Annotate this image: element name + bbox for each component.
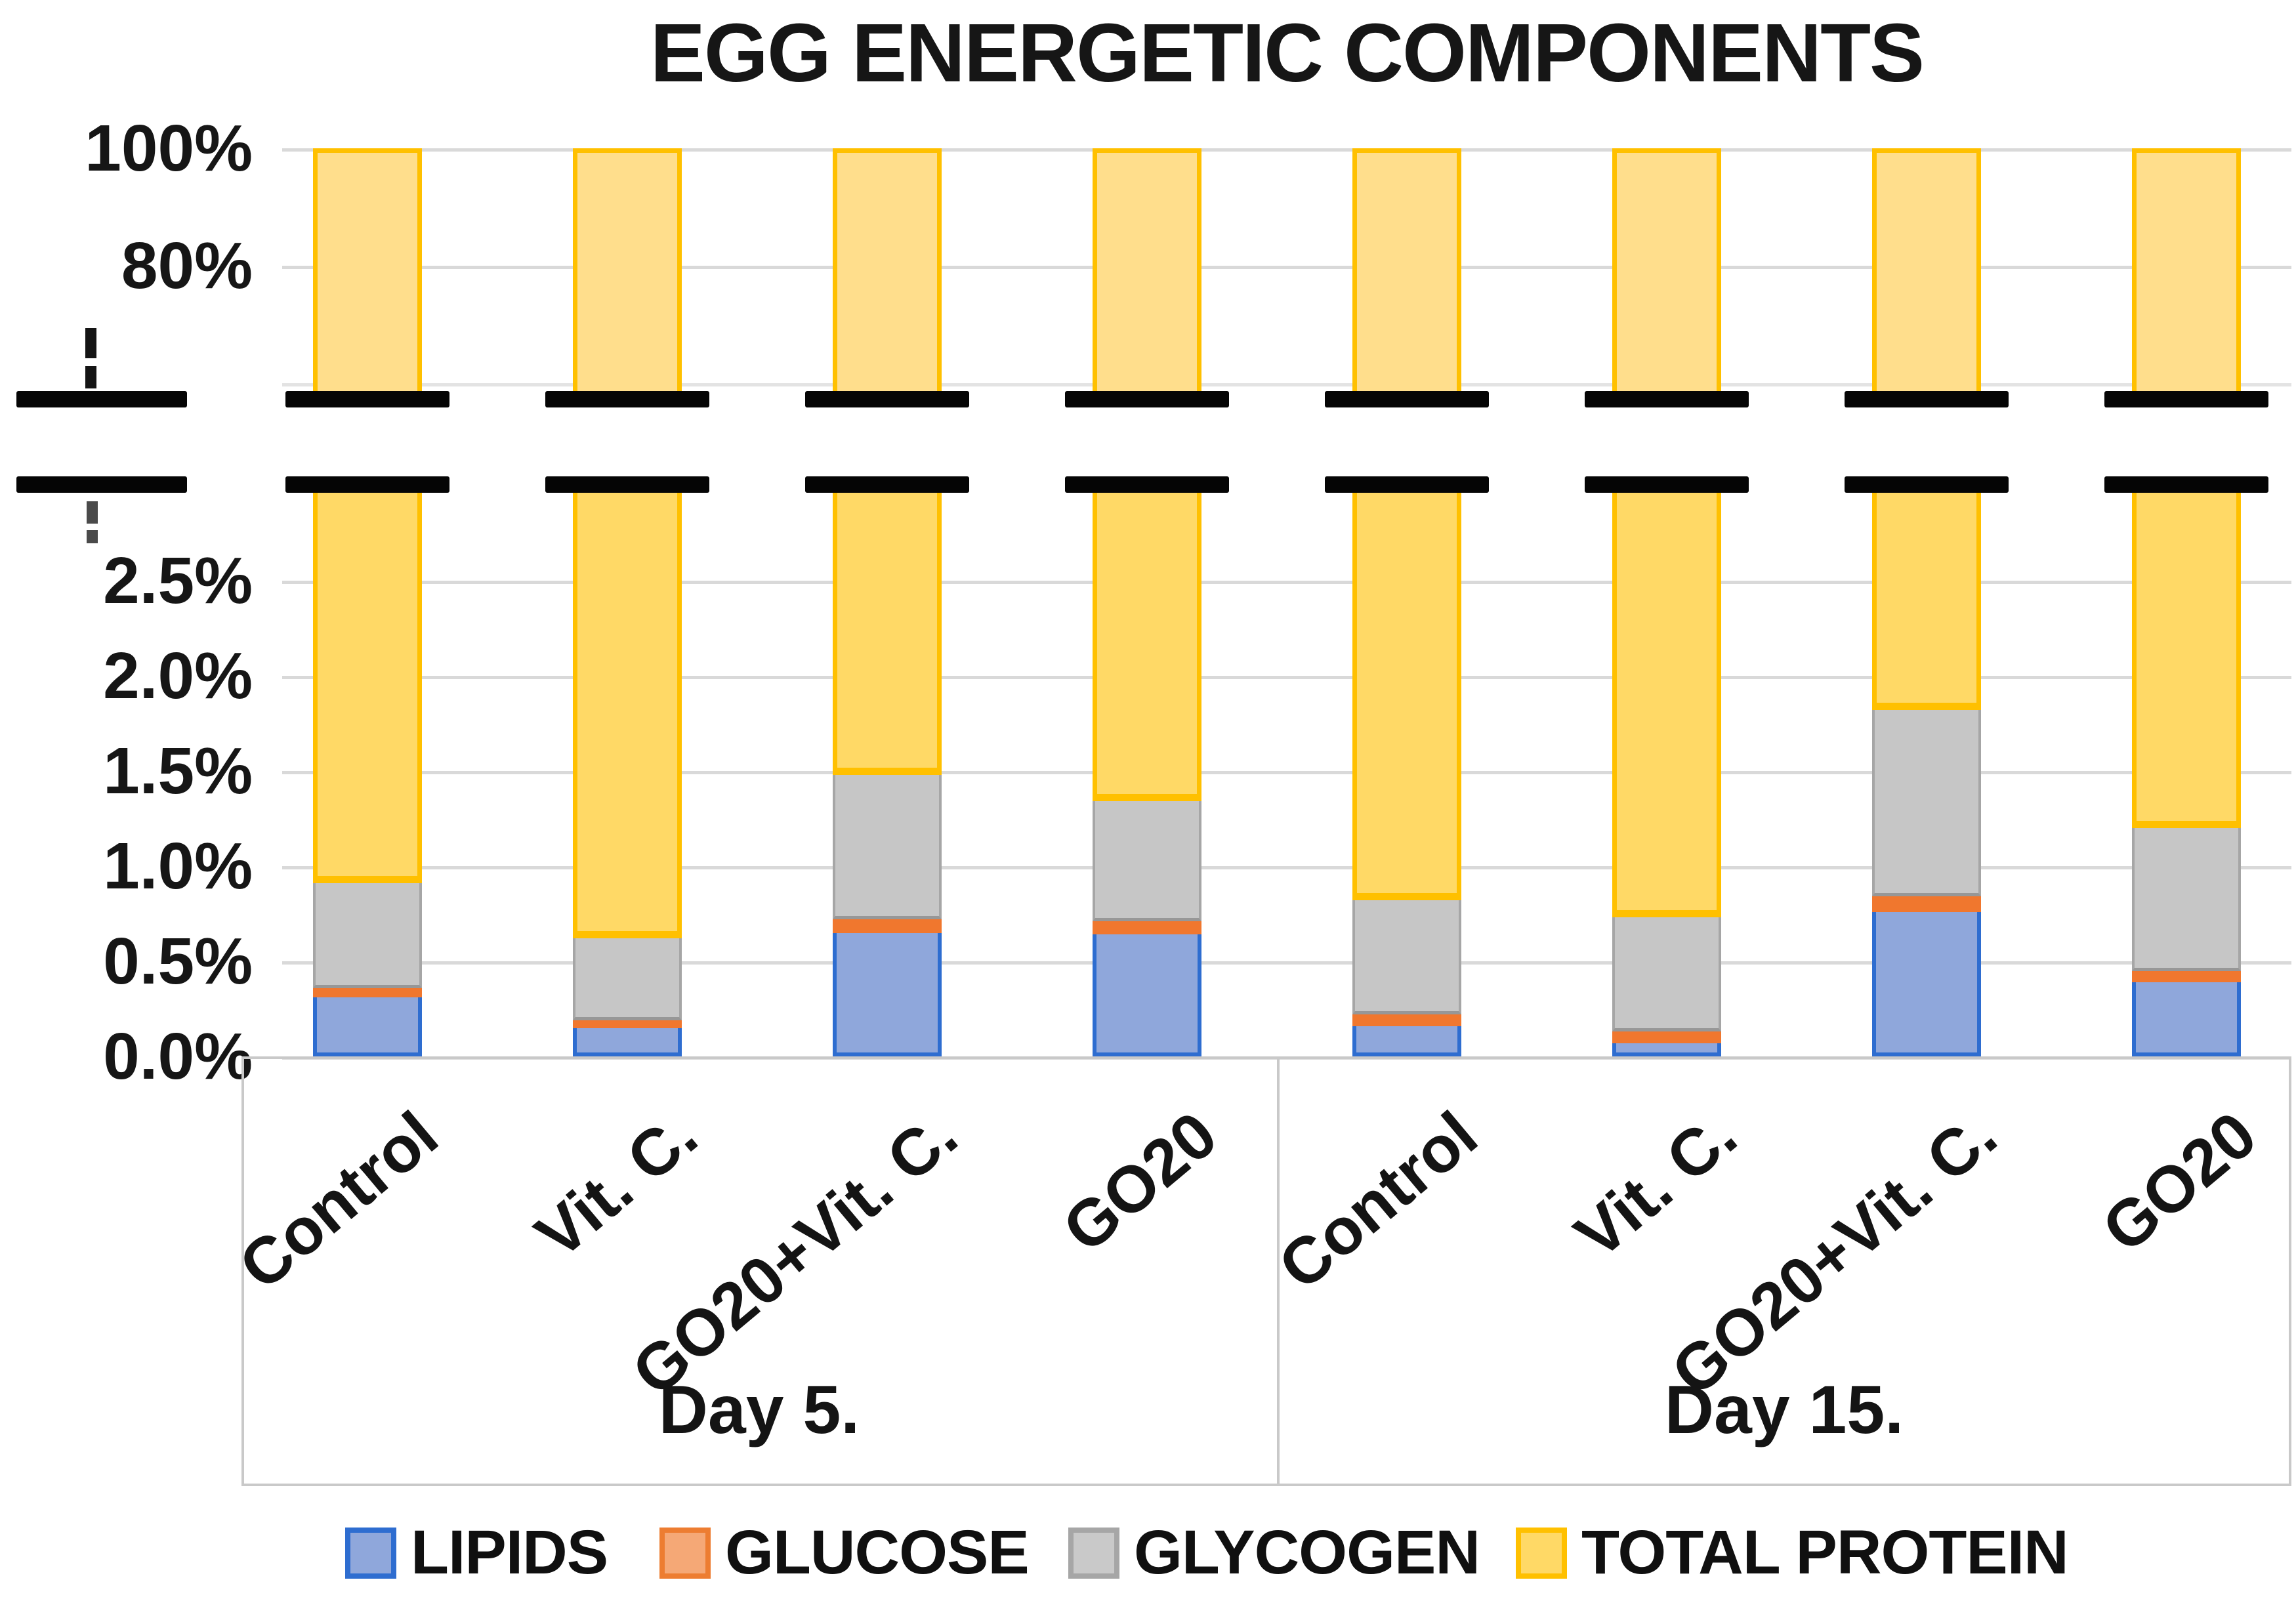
- bar-segment-total-protein: [573, 476, 682, 938]
- bar-segment-glycogen: [1093, 801, 1201, 921]
- bar-segment-glycogen: [833, 775, 942, 919]
- gridline: [282, 961, 2291, 965]
- bar-segment-total-protein: [1352, 476, 1461, 900]
- bar-segment-glycogen: [1612, 917, 1721, 1031]
- legend-swatch-lipids: [345, 1527, 396, 1579]
- bar-segment-lipids: [1352, 1026, 1461, 1056]
- legend-item: LIPIDS: [345, 1517, 608, 1589]
- axis-break-mark: [16, 476, 187, 493]
- y-axis-tick-label: 2.5%: [103, 544, 253, 617]
- legend-swatch-glucose: [659, 1527, 711, 1579]
- bar-segment-glucose: [1093, 921, 1201, 934]
- bar-segment-lipids: [1612, 1043, 1721, 1056]
- bar-segment-glycogen: [573, 938, 682, 1020]
- bar-break-mark: [285, 476, 449, 493]
- bar-segment-glucose: [833, 919, 942, 933]
- category-axis-box: [241, 1056, 2291, 1486]
- bar-break-mark: [1845, 476, 2009, 493]
- bar-break-mark: [805, 476, 969, 493]
- gridline: [282, 771, 2291, 774]
- gridline: [282, 581, 2291, 584]
- legend-item: GLYCOGEN: [1068, 1517, 1480, 1589]
- bar-segment-lipids: [313, 997, 422, 1056]
- legend-item: TOTAL PROTEIN: [1516, 1517, 2069, 1589]
- axis-break-dash: [85, 366, 96, 388]
- bar-segment-glycogen: [1872, 710, 1981, 896]
- bar-segment-total-protein: [1872, 476, 1981, 710]
- bar-segment-total-protein: [1093, 476, 1201, 801]
- bar-segment-total-protein: [1093, 148, 1201, 391]
- axis-break-dash: [85, 328, 96, 358]
- legend-swatch-total-protein: [1516, 1527, 1567, 1579]
- bar-break-mark: [545, 391, 709, 407]
- gridline: [282, 148, 2291, 152]
- chart-title: EGG ENERGETIC COMPONENTS: [650, 7, 1925, 99]
- bar-segment-glucose: [313, 988, 422, 997]
- axis-break-dash: [87, 501, 98, 524]
- gridline: [282, 266, 2291, 269]
- bar-segment-total-protein: [1612, 476, 1721, 917]
- bar-break-mark: [1585, 476, 1749, 493]
- bar-break-mark: [2104, 476, 2268, 493]
- y-axis-tick-label: 1.5%: [103, 734, 253, 808]
- bar-break-mark: [545, 476, 709, 493]
- legend-label: TOTAL PROTEIN: [1581, 1518, 2069, 1587]
- legend-item: GLUCOSE: [659, 1517, 1030, 1589]
- x-axis-group-label: Day 5.: [658, 1372, 860, 1448]
- y-axis-tick-label: 0.0%: [103, 1020, 253, 1093]
- bar-segment-lipids: [833, 933, 942, 1056]
- bar-segment-total-protein: [1872, 148, 1981, 391]
- y-axis-tick-label: 100%: [85, 112, 253, 185]
- bar-break-mark: [1325, 391, 1489, 407]
- bar-break-mark: [1585, 391, 1749, 407]
- bar-break-mark: [285, 391, 449, 407]
- bar-segment-glucose: [573, 1020, 682, 1028]
- category-group-divider: [1277, 1056, 1280, 1486]
- bar-break-mark: [2104, 391, 2268, 407]
- bar-segment-glucose: [1612, 1031, 1721, 1043]
- legend-swatch-glycogen: [1068, 1527, 1119, 1579]
- gridline: [282, 866, 2291, 869]
- bar-segment-total-protein: [2132, 476, 2241, 828]
- y-axis-tick-label: 0.5%: [103, 925, 253, 998]
- bar-segment-glycogen: [1352, 900, 1461, 1014]
- bar-segment-glycogen: [313, 883, 422, 988]
- bar-segment-lipids: [1093, 934, 1201, 1056]
- bar-break-mark: [1845, 391, 2009, 407]
- gridline: [282, 383, 2291, 386]
- axis-break-mark: [16, 391, 187, 407]
- bar-segment-total-protein: [1352, 148, 1461, 391]
- bar-break-mark: [1065, 391, 1229, 407]
- bar-segment-lipids: [2132, 982, 2241, 1056]
- y-axis-tick-label: 1.0%: [103, 829, 253, 903]
- bar-segment-glycogen: [2132, 828, 2241, 971]
- legend-label: GLYCOGEN: [1134, 1518, 1480, 1587]
- bar-break-mark: [805, 391, 969, 407]
- bar-segment-lipids: [1872, 912, 1981, 1056]
- bar-segment-total-protein: [573, 148, 682, 391]
- x-axis-group-label: Day 15.: [1664, 1372, 1904, 1448]
- y-axis-tick-label: 2.0%: [103, 639, 253, 713]
- bar-segment-total-protein: [833, 476, 942, 775]
- legend-label: LIPIDS: [411, 1518, 608, 1587]
- bar-segment-glucose: [2132, 971, 2241, 982]
- bar-segment-glucose: [1872, 896, 1981, 912]
- y-axis-tick-label: 80%: [121, 229, 253, 302]
- gridline: [282, 676, 2291, 679]
- bar-segment-total-protein: [313, 148, 422, 391]
- bar-segment-total-protein: [2132, 148, 2241, 391]
- bar-segment-total-protein: [1612, 148, 1721, 391]
- bar-break-mark: [1065, 476, 1229, 493]
- bar-segment-total-protein: [833, 148, 942, 391]
- bar-segment-total-protein: [313, 476, 422, 883]
- bar-segment-lipids: [573, 1028, 682, 1056]
- legend-label: GLUCOSE: [725, 1518, 1030, 1587]
- bar-break-mark: [1325, 476, 1489, 493]
- bar-segment-glucose: [1352, 1014, 1461, 1026]
- axis-break-dash: [87, 530, 98, 543]
